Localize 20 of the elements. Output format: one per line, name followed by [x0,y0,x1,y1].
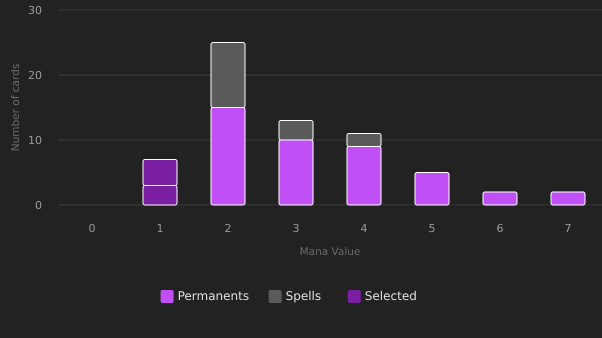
legend-label: Selected [364,289,417,304]
x-tick-label: 4 [360,222,368,235]
bar [414,172,450,206]
x-tick-label: 5 [428,222,436,235]
y-tick-label: 0 [35,198,42,212]
legend-label: Spells [286,289,322,304]
bar [482,192,518,206]
x-tick-label: 7 [564,222,572,235]
y-tick-label: 10 [28,134,42,147]
x-tick-label: 0 [88,222,96,235]
x-tick-label: 6 [496,222,504,235]
y-tick-label: 20 [28,68,42,82]
bar [550,192,586,206]
y-tick-label: 30 [28,4,42,17]
x-tick-label: 3 [292,222,300,235]
x-tick-label: 1 [156,222,164,235]
y-axis-title: Number of cards [10,64,22,152]
legend-label: Permanents [178,289,250,304]
x-tick-label: 2 [224,222,232,235]
x-axis-title: Mana Value [300,246,360,258]
